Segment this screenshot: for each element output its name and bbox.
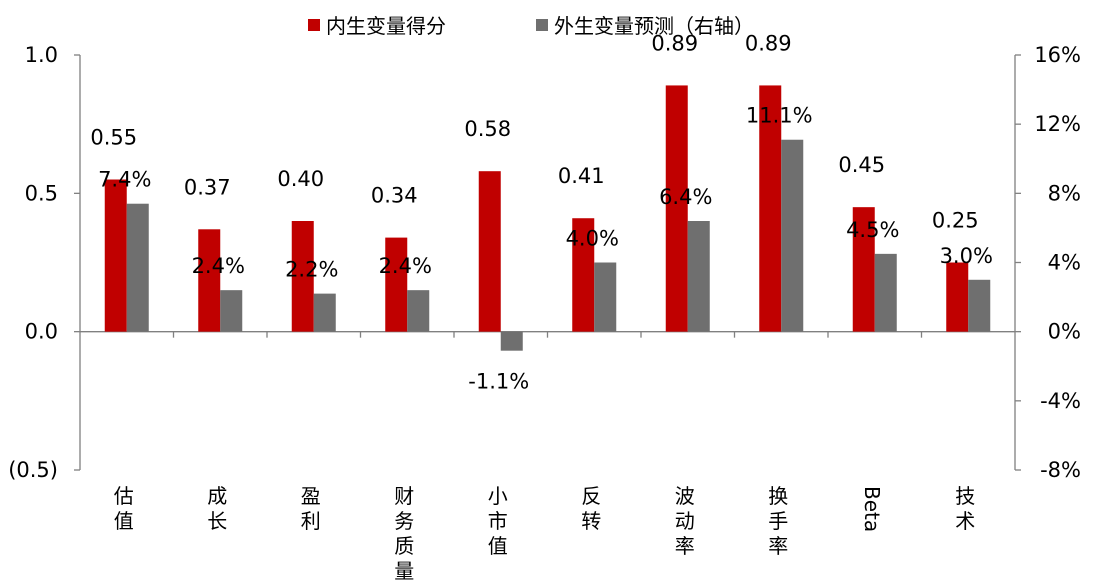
category-label: 盈利 bbox=[301, 484, 321, 533]
data-label-series-1: 0.55 bbox=[90, 126, 137, 150]
data-label-series-1: 0.25 bbox=[932, 209, 979, 233]
bar-series-1 bbox=[198, 229, 221, 332]
legend-swatch-series-1 bbox=[308, 18, 320, 31]
bar-series-2 bbox=[126, 203, 149, 332]
category-label: Beta bbox=[860, 486, 884, 532]
bar-series-1 bbox=[104, 179, 127, 332]
category-label-char: 值 bbox=[114, 509, 134, 533]
bar-series-2 bbox=[313, 293, 336, 332]
bar-series-1 bbox=[946, 262, 969, 332]
category-label-char: 质 bbox=[394, 534, 414, 558]
bar-series-2 bbox=[594, 262, 617, 332]
y-right-tick-label: 8% bbox=[1048, 181, 1081, 205]
data-label-series-2: -1.1% bbox=[468, 370, 529, 394]
bar-series-2 bbox=[781, 139, 804, 332]
category-label-char: 术 bbox=[955, 509, 975, 533]
chart-legend: 内生变量得分 外生变量预测（右轴） bbox=[0, 10, 1098, 40]
category-label-char: 成 bbox=[207, 484, 227, 508]
category-label-char: 量 bbox=[394, 559, 414, 583]
y-right-tick-label: 4% bbox=[1048, 251, 1081, 275]
data-label-series-1: 0.89 bbox=[651, 31, 698, 55]
category-label: 波动率 bbox=[675, 484, 695, 558]
bar-series-1 bbox=[291, 221, 314, 332]
y-right-tick-label: 12% bbox=[1034, 112, 1081, 136]
bar-series-2 bbox=[500, 331, 523, 351]
data-label-series-1: 0.89 bbox=[745, 31, 792, 55]
category-label-char: 波 bbox=[675, 484, 695, 508]
y-left-tick-label: (0.5) bbox=[8, 458, 58, 482]
legend-label-series-1: 内生变量得分 bbox=[326, 14, 446, 38]
category-label-char: 盈 bbox=[301, 484, 321, 508]
data-label-series-2: 2.4% bbox=[192, 254, 245, 278]
category-label-char: 反 bbox=[581, 484, 601, 508]
data-label-series-2: 6.4% bbox=[659, 185, 712, 209]
data-label-series-2: 4.0% bbox=[566, 227, 619, 251]
bar-series-2 bbox=[220, 290, 243, 332]
y-right-tick-label: 0% bbox=[1048, 320, 1081, 344]
category-label-char: 小 bbox=[488, 484, 508, 508]
category-label-char: 率 bbox=[675, 534, 695, 558]
category-label: 估值 bbox=[114, 484, 134, 533]
bar-series-2 bbox=[874, 253, 897, 332]
y-right-tick-label: -8% bbox=[1040, 458, 1081, 482]
y-right-tick-label: -4% bbox=[1040, 389, 1081, 413]
category-label: 技术 bbox=[955, 484, 975, 533]
category-label: 小市值 bbox=[488, 484, 508, 558]
category-label-char: 转 bbox=[581, 509, 601, 533]
data-label-series-1: 0.41 bbox=[558, 164, 605, 188]
category-label-char: 利 bbox=[301, 509, 321, 533]
bar-series-1 bbox=[665, 85, 688, 332]
category-label-char: 估 bbox=[114, 484, 134, 508]
legend-swatch-series-2 bbox=[536, 18, 548, 31]
data-label-series-2: 2.4% bbox=[379, 254, 432, 278]
y-left-tick-label: 0.5 bbox=[25, 181, 58, 205]
data-label-series-2: 4.5% bbox=[846, 218, 899, 242]
bar-series-1 bbox=[759, 85, 782, 332]
category-label: 换手率 bbox=[768, 484, 788, 558]
legend-label-series-2: 外生变量预测（右轴） bbox=[554, 14, 754, 38]
y-right-tick-label: 16% bbox=[1034, 43, 1081, 67]
legend-item-series-2: 外生变量预测（右轴） bbox=[536, 10, 754, 39]
data-label-series-1: 0.40 bbox=[277, 167, 324, 191]
data-label-series-2: 7.4% bbox=[98, 168, 151, 192]
bar-series-2 bbox=[687, 221, 710, 332]
category-label-char: 技 bbox=[955, 484, 975, 508]
category-label-char: 值 bbox=[488, 534, 508, 558]
category-label-char: 财 bbox=[394, 484, 414, 508]
bar-series-1 bbox=[478, 171, 501, 332]
category-label-char: 长 bbox=[207, 509, 227, 533]
category-label: 财务质量 bbox=[394, 484, 414, 583]
legend-item-series-1: 内生变量得分 bbox=[308, 10, 446, 39]
bar-series-1 bbox=[385, 237, 408, 332]
data-label-series-2: 2.2% bbox=[285, 258, 338, 282]
category-label-char: 务 bbox=[394, 509, 414, 533]
category-label-char: 动 bbox=[675, 509, 695, 533]
data-label-series-1: 0.58 bbox=[464, 117, 511, 141]
bar-series-2 bbox=[968, 279, 991, 332]
bar-series-1 bbox=[852, 207, 875, 332]
category-label-char: 换 bbox=[768, 484, 788, 508]
data-label-series-1: 0.34 bbox=[371, 184, 418, 208]
category-label: 反转 bbox=[581, 484, 601, 533]
category-label-char: 手 bbox=[768, 509, 788, 533]
y-left-tick-label: 1.0 bbox=[25, 43, 58, 67]
bar-series-2 bbox=[407, 290, 430, 332]
category-label-char: 市 bbox=[488, 509, 508, 533]
data-label-series-1: 0.45 bbox=[838, 153, 885, 177]
y-left-tick-label: 0.0 bbox=[25, 320, 58, 344]
category-label: 成长 bbox=[207, 484, 227, 533]
data-label-series-2: 3.0% bbox=[940, 244, 993, 268]
category-label-char: 率 bbox=[768, 534, 788, 558]
data-label-series-1: 0.37 bbox=[184, 175, 231, 199]
bar-series-1 bbox=[572, 218, 595, 332]
data-label-series-2: 11.1% bbox=[746, 104, 813, 128]
